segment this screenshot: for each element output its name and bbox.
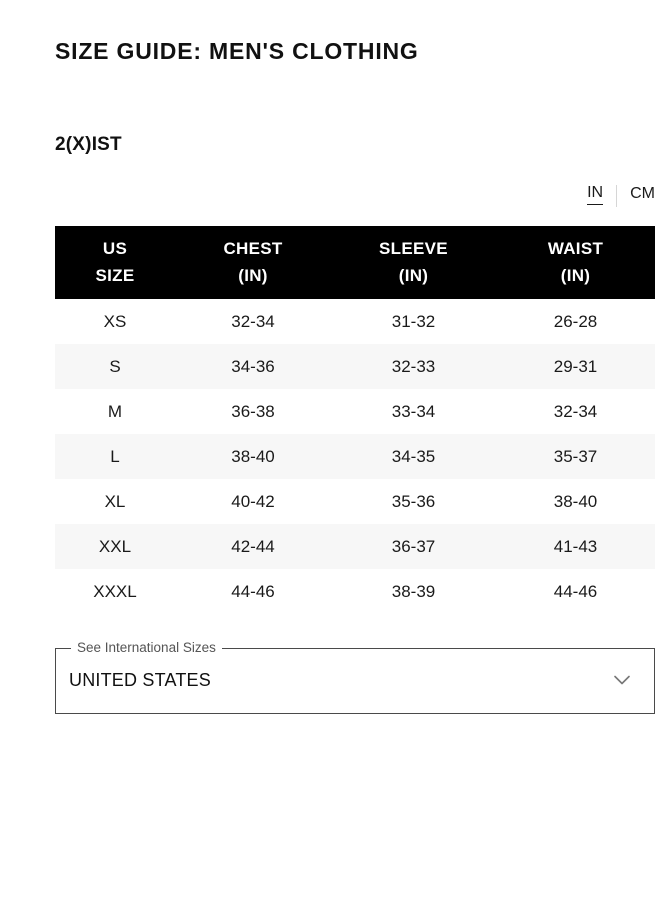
- size-cell: S: [109, 356, 121, 376]
- column-header-line: WAIST: [547, 239, 604, 259]
- brand-name: 2(X)IST: [55, 134, 122, 155]
- waist-cell: 26-28: [553, 311, 598, 331]
- international-sizes-select[interactable]: See International Sizes UNITED STATES: [55, 640, 655, 714]
- unit-cm-link[interactable]: CM: [630, 184, 655, 202]
- column-header-us-size: US SIZE: [55, 226, 175, 299]
- waist-cell: 44-46: [553, 581, 598, 601]
- waist-cell: 29-31: [553, 356, 598, 376]
- column-header-line: (IN): [238, 265, 268, 285]
- size-cell: XS: [103, 311, 127, 331]
- sleeve-cell: 36-37: [391, 536, 436, 556]
- waist-cell: 32-34: [553, 401, 598, 421]
- column-header-line: (IN): [560, 265, 591, 285]
- column-header-line: (IN): [398, 265, 429, 285]
- chest-cell: 38-40: [231, 446, 275, 466]
- column-header-chest: CHEST (IN): [175, 226, 331, 299]
- unit-toggle: IN CM: [55, 184, 655, 207]
- chest-cell: 32-34: [231, 311, 275, 331]
- chest-cell: 40-42: [231, 491, 275, 511]
- chest-cell: 34-36: [231, 356, 275, 376]
- table-header-row: US SIZE CHEST (IN) SLEEVE (IN) WAIST (IN…: [55, 226, 655, 299]
- select-row: UNITED STATES: [69, 670, 632, 691]
- sleeve-cell: 31-32: [391, 311, 436, 331]
- size-cell: XL: [104, 491, 126, 511]
- column-header-line: US: [102, 239, 128, 259]
- chevron-down-icon: [614, 676, 630, 685]
- column-header-waist: WAIST (IN): [496, 226, 655, 299]
- unit-in-link[interactable]: IN: [587, 185, 604, 205]
- selected-country-value: UNITED STATES: [69, 669, 211, 690]
- column-header-sleeve: SLEEVE (IN): [331, 226, 496, 299]
- sleeve-cell: 33-34: [391, 401, 436, 421]
- table-row: XS 32-34 31-32 26-28: [55, 299, 655, 344]
- size-cell: XXXL: [93, 581, 137, 601]
- table-row: XL 40-42 35-36 38-40: [55, 479, 655, 524]
- sleeve-cell: 32-33: [391, 356, 436, 376]
- sleeve-cell: 34-35: [391, 446, 436, 466]
- international-sizes-label: See International Sizes: [77, 640, 216, 655]
- chest-cell: 36-38: [231, 401, 275, 421]
- size-cell: XXL: [98, 536, 132, 556]
- table-row: S 34-36 32-33 29-31: [55, 344, 655, 389]
- waist-cell: 38-40: [553, 491, 598, 511]
- table-row: M 36-38 33-34 32-34: [55, 389, 655, 434]
- sleeve-cell: 38-39: [391, 581, 436, 601]
- unit-divider: [616, 185, 618, 207]
- waist-cell: 35-37: [553, 446, 598, 466]
- table-row: XXXL 44-46 38-39 44-46: [55, 569, 655, 614]
- size-cell: M: [107, 401, 123, 421]
- waist-cell: 41-43: [553, 536, 598, 556]
- column-header-line: SIZE: [95, 265, 135, 285]
- page-title: SIZE GUIDE: MEN'S CLOTHING: [55, 38, 419, 64]
- chest-cell: 44-46: [231, 581, 275, 601]
- table-row: L 38-40 34-35 35-37: [55, 434, 655, 479]
- size-table: US SIZE CHEST (IN) SLEEVE (IN) WAIST (IN…: [55, 226, 655, 614]
- size-cell: L: [110, 446, 120, 466]
- column-header-line: CHEST: [223, 239, 283, 259]
- chest-cell: 42-44: [231, 536, 275, 556]
- table-row: XXL 42-44 36-37 41-43: [55, 524, 655, 569]
- column-header-line: SLEEVE: [379, 239, 448, 259]
- size-guide-page: SIZE GUIDE: MEN'S CLOTHING 2(X)IST IN CM…: [55, 40, 655, 714]
- sleeve-cell: 35-36: [391, 491, 436, 511]
